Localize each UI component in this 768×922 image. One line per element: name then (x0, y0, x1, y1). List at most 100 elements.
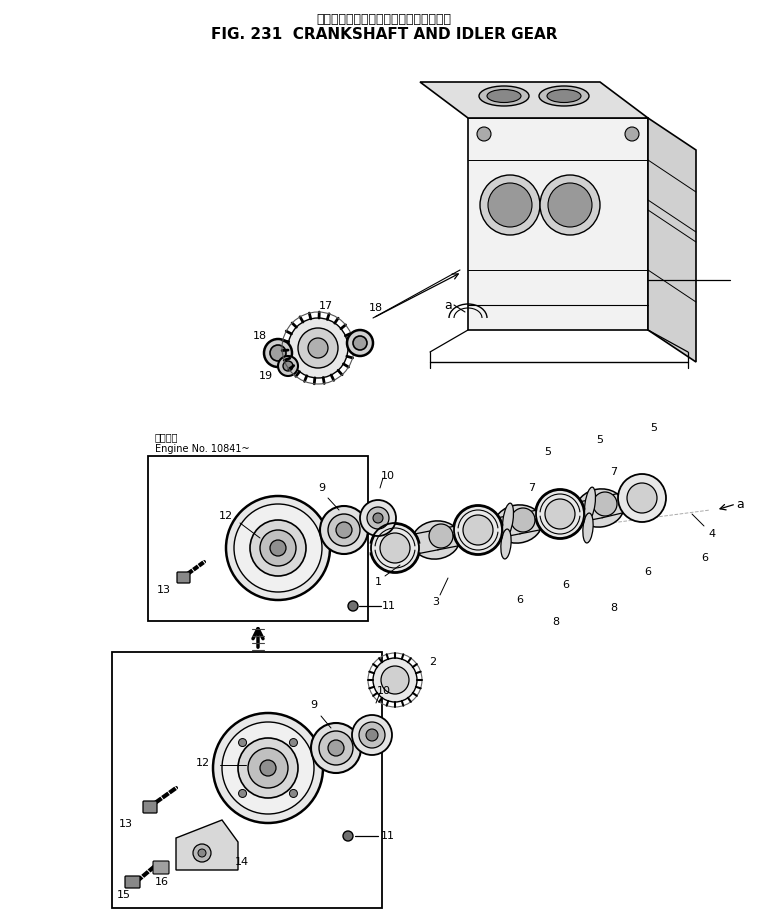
Circle shape (618, 474, 666, 522)
Polygon shape (420, 82, 648, 118)
Text: 5: 5 (650, 423, 657, 433)
Text: 13: 13 (157, 585, 171, 595)
Ellipse shape (502, 503, 514, 537)
Circle shape (288, 318, 348, 378)
Circle shape (366, 729, 378, 741)
Circle shape (352, 715, 392, 755)
Circle shape (198, 849, 206, 857)
Polygon shape (648, 118, 696, 362)
Text: 1: 1 (375, 577, 382, 587)
Circle shape (234, 504, 322, 592)
FancyBboxPatch shape (177, 572, 190, 583)
Text: 5: 5 (597, 435, 604, 445)
Circle shape (298, 328, 338, 368)
Circle shape (319, 731, 353, 765)
Circle shape (270, 540, 286, 556)
Text: 19: 19 (259, 371, 273, 381)
Circle shape (477, 127, 491, 141)
Text: 2: 2 (429, 657, 436, 667)
Circle shape (488, 183, 532, 227)
Circle shape (536, 490, 584, 538)
Text: 15: 15 (117, 890, 131, 900)
Circle shape (371, 524, 419, 572)
Circle shape (429, 524, 453, 548)
Circle shape (250, 520, 306, 576)
Circle shape (593, 492, 617, 516)
Circle shape (343, 831, 353, 841)
Ellipse shape (479, 86, 529, 106)
Circle shape (238, 738, 298, 798)
Circle shape (347, 330, 373, 356)
Text: 18: 18 (253, 331, 267, 341)
Circle shape (381, 666, 409, 694)
Circle shape (359, 722, 385, 748)
Text: 12: 12 (196, 758, 210, 768)
Circle shape (548, 183, 592, 227)
Circle shape (213, 713, 323, 823)
Text: 17: 17 (319, 301, 333, 311)
Text: 11: 11 (381, 831, 395, 841)
Circle shape (353, 336, 367, 350)
Circle shape (226, 496, 330, 600)
Text: FIG. 231  CRANKSHAFT AND IDLER GEAR: FIG. 231 CRANKSHAFT AND IDLER GEAR (210, 27, 558, 42)
Circle shape (239, 789, 247, 798)
Circle shape (260, 760, 276, 776)
Text: 14: 14 (235, 857, 249, 867)
Text: 7: 7 (611, 467, 617, 477)
Circle shape (540, 175, 600, 235)
Text: 8: 8 (611, 603, 617, 613)
Circle shape (248, 748, 288, 788)
Bar (112, 652, 382, 908)
Text: 16: 16 (155, 877, 169, 887)
Text: 5: 5 (545, 447, 551, 457)
Text: 6: 6 (701, 553, 709, 563)
Circle shape (311, 723, 361, 773)
Ellipse shape (412, 521, 460, 559)
Circle shape (480, 175, 540, 235)
Circle shape (463, 515, 493, 545)
Circle shape (360, 500, 396, 536)
Ellipse shape (501, 529, 511, 559)
Circle shape (625, 127, 639, 141)
Text: 9: 9 (310, 700, 317, 710)
FancyBboxPatch shape (143, 801, 157, 813)
Circle shape (290, 739, 297, 747)
Circle shape (336, 522, 352, 538)
Circle shape (328, 740, 344, 756)
Text: a: a (736, 498, 744, 511)
Ellipse shape (539, 86, 589, 106)
Circle shape (278, 356, 298, 376)
Text: 7: 7 (528, 483, 535, 493)
Circle shape (222, 722, 314, 814)
Circle shape (328, 514, 360, 546)
Circle shape (264, 339, 292, 367)
Text: 6: 6 (562, 580, 570, 590)
Text: 6: 6 (644, 567, 651, 577)
Text: 6: 6 (517, 595, 524, 605)
Text: クランクシャフトおよびアイドラギヤー: クランクシャフトおよびアイドラギヤー (316, 13, 452, 26)
Circle shape (348, 601, 358, 611)
Text: 8: 8 (552, 617, 560, 627)
Text: 10: 10 (377, 686, 391, 696)
Circle shape (320, 506, 368, 554)
Text: 12: 12 (219, 511, 233, 521)
Ellipse shape (584, 487, 595, 521)
FancyBboxPatch shape (125, 876, 140, 888)
Circle shape (260, 530, 296, 566)
Circle shape (239, 739, 247, 747)
Ellipse shape (494, 505, 542, 543)
Ellipse shape (576, 489, 624, 527)
Bar (148, 456, 368, 621)
Circle shape (283, 361, 293, 371)
Circle shape (193, 844, 211, 862)
Ellipse shape (547, 89, 581, 102)
Polygon shape (468, 118, 648, 330)
Text: 3: 3 (432, 597, 439, 607)
Circle shape (454, 506, 502, 554)
Circle shape (367, 507, 389, 529)
Text: 10: 10 (381, 471, 395, 481)
Text: 9: 9 (319, 483, 326, 493)
Text: 11: 11 (382, 601, 396, 611)
Ellipse shape (583, 513, 593, 543)
Text: 13: 13 (119, 819, 133, 829)
